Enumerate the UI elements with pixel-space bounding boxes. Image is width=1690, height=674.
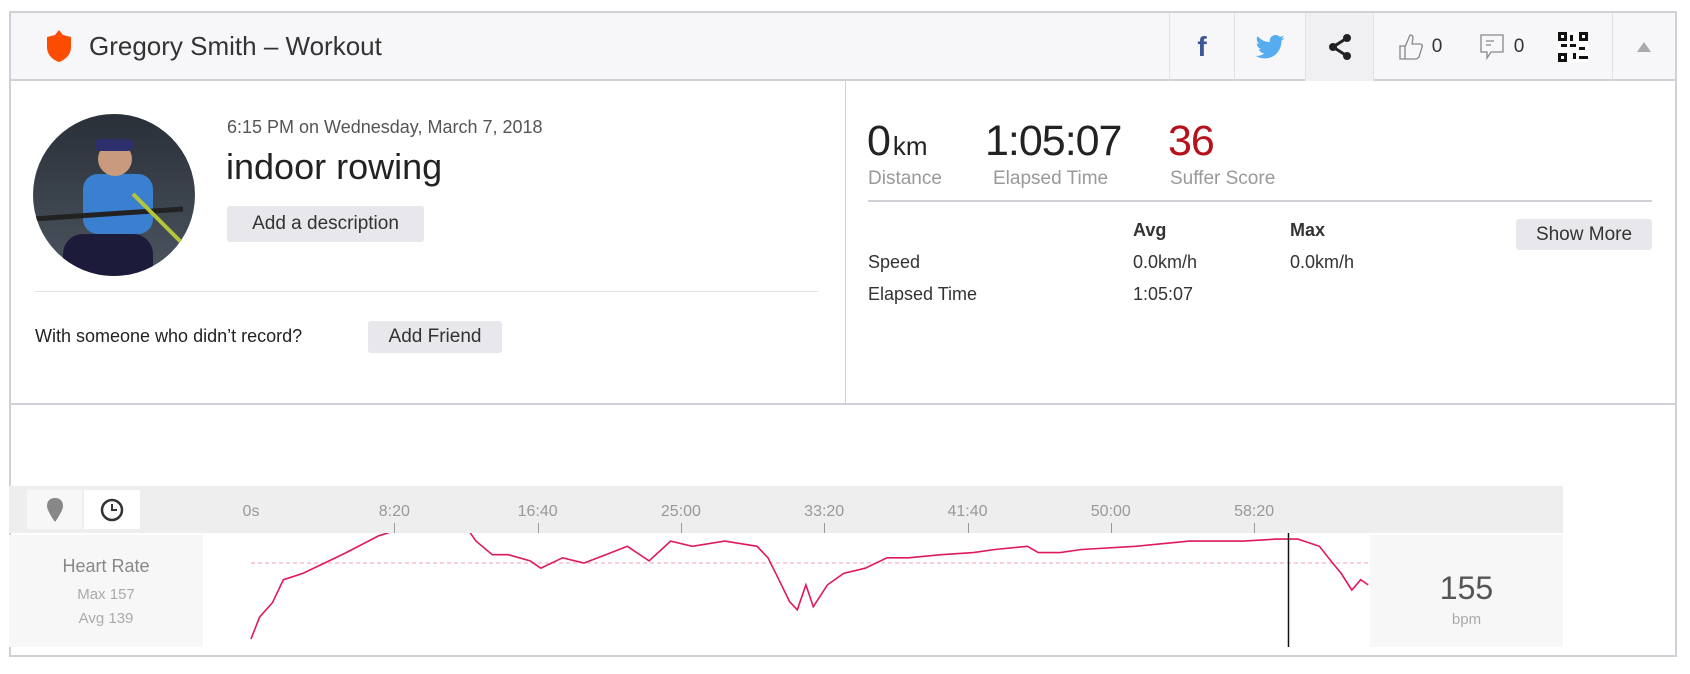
- x-tick-mark: [680, 523, 682, 533]
- panel-border-right: [1675, 405, 1677, 657]
- map-pin-icon: [46, 497, 63, 522]
- current-value-area: [1370, 535, 1563, 647]
- heart-rate-series: [250, 533, 1369, 640]
- add-friend-button[interactable]: Add Friend: [368, 321, 502, 353]
- chart-title: Heart Rate: [62, 556, 150, 576]
- stats-divider: [868, 200, 1652, 202]
- show-more-button[interactable]: Show More: [1516, 219, 1652, 250]
- chart-label-area: [9, 535, 203, 647]
- x-tick-label: 8:20: [378, 503, 410, 520]
- share-icon: [1328, 34, 1351, 60]
- x-tick-label: 41:40: [947, 503, 988, 520]
- activity-datetime: 6:15 PM on Wednesday, March 7, 2018: [227, 117, 543, 137]
- plot-background: [203, 535, 1370, 647]
- divider: [35, 291, 818, 292]
- chart-max-label: Max 157: [77, 586, 135, 603]
- page-title: Gregory Smith – Workout: [89, 31, 382, 61]
- col-avg-header: Avg: [1133, 220, 1167, 240]
- elapsed-time-value: 1:05:07: [985, 117, 1122, 165]
- current-hr-value: 155: [1439, 570, 1494, 606]
- x-tick-mark: [537, 523, 539, 533]
- speed-max: 0.0km/h: [1290, 252, 1355, 272]
- shield-icon: [47, 30, 71, 62]
- heart-rate-chart[interactable]: [203, 533, 1370, 647]
- x-tick-mark: [1110, 523, 1112, 533]
- comments-count: 0: [1513, 36, 1525, 57]
- x-tick-label: 25:00: [660, 503, 701, 520]
- twitter-icon: [1255, 35, 1285, 59]
- x-tick-label: 16:40: [517, 503, 558, 520]
- collapse-button[interactable]: [1613, 13, 1675, 81]
- chart-avg-label: Avg 139: [78, 610, 134, 627]
- distance-label: Distance: [868, 168, 942, 189]
- x-tick-label: 58:20: [1234, 503, 1275, 520]
- add-description-button[interactable]: Add a description: [227, 206, 424, 242]
- x-tick-mark: [394, 523, 396, 533]
- clock-icon: [100, 498, 124, 521]
- x-tick-mark: [967, 523, 969, 533]
- avatar[interactable]: [33, 114, 195, 276]
- kudos-count: 0: [1431, 36, 1443, 57]
- row-label: Elapsed Time: [868, 284, 978, 304]
- comment-icon: [1480, 34, 1504, 60]
- with-someone-text: With someone who didn’t record?: [35, 326, 303, 346]
- suffer-score-label: Suffer Score: [1170, 168, 1276, 189]
- x-tick-mark: [824, 523, 826, 533]
- distance-stat: 0 km: [867, 117, 928, 166]
- twitter-share-button[interactable]: [1235, 13, 1305, 81]
- facebook-share-button[interactable]: f: [1170, 13, 1234, 81]
- chart-toolbar: [9, 486, 1563, 533]
- elapsed-time-label: Elapsed Time: [993, 168, 1109, 189]
- suffer-score-value: 36: [1168, 117, 1215, 165]
- share-button[interactable]: [1306, 13, 1373, 81]
- distance-unit: km: [892, 131, 928, 161]
- elapsed-avg: 1:05:07: [1133, 284, 1194, 304]
- x-tick-mark: [1254, 523, 1256, 533]
- activity-panel: [9, 11, 1677, 405]
- x-tick-label: 0s: [242, 503, 260, 520]
- facebook-icon: f: [1197, 31, 1207, 62]
- col-max-header: Max: [1290, 220, 1326, 240]
- map-view-button[interactable]: [27, 490, 82, 529]
- x-tick-label: 50:00: [1090, 503, 1131, 520]
- current-hr-unit: bpm: [1451, 611, 1482, 628]
- collapse-triangle-icon: [1637, 42, 1651, 52]
- activity-header: [11, 13, 1675, 81]
- qr-code-icon: [1558, 32, 1588, 62]
- time-view-button[interactable]: [84, 490, 140, 529]
- panel-divider: [845, 81, 846, 404]
- panel-border-bottom: [9, 655, 1677, 657]
- thumbs-up-icon: [1399, 34, 1423, 60]
- activity-name: indoor rowing: [226, 146, 443, 187]
- distance-value: 0: [867, 117, 891, 165]
- x-tick-label: 33:20: [804, 503, 845, 520]
- qr-code-button[interactable]: [1553, 13, 1593, 81]
- row-label: Speed: [868, 252, 921, 272]
- speed-avg: 0.0km/h: [1133, 252, 1198, 272]
- kudos-button[interactable]: 0: [1390, 13, 1450, 81]
- comments-button[interactable]: 0: [1472, 13, 1532, 81]
